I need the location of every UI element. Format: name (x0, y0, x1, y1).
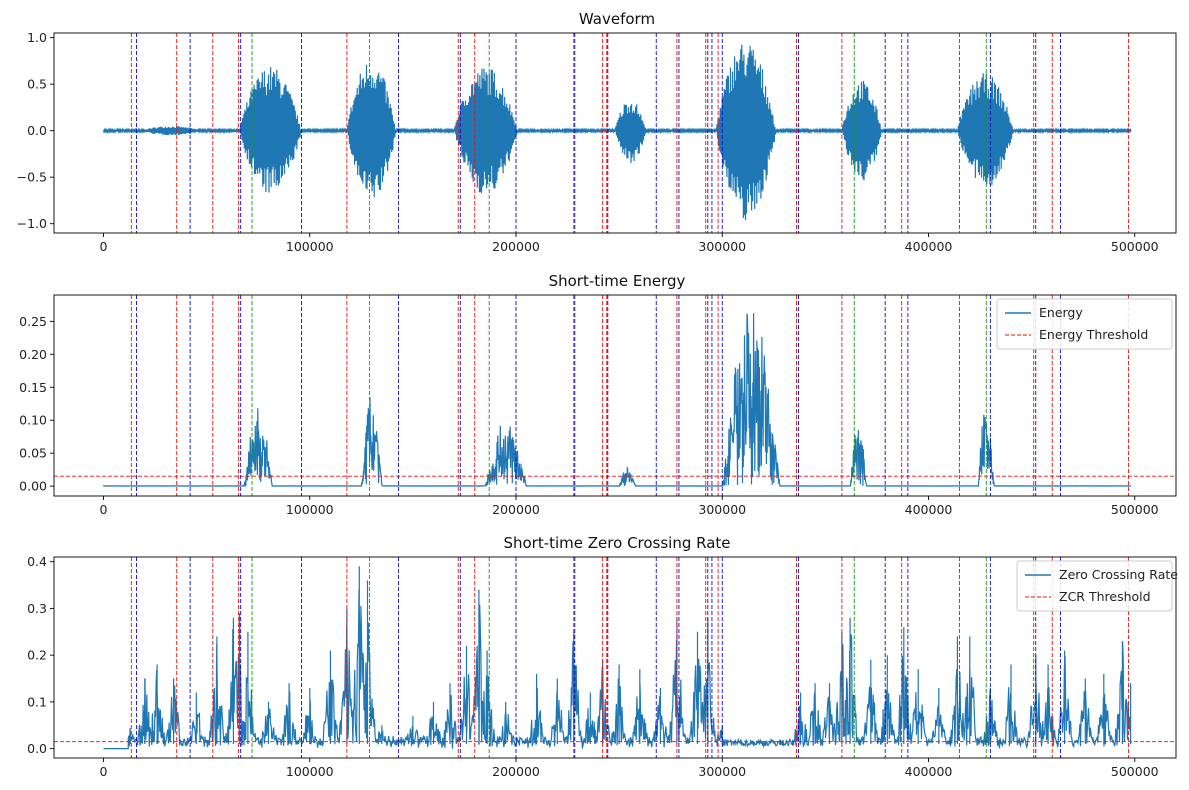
x-tick-label: 400000 (905, 502, 953, 517)
x-tick-label: 300000 (698, 502, 746, 517)
zcr-title: Short-time Zero Crossing Rate (503, 534, 730, 552)
x-tick-label: 300000 (698, 239, 746, 254)
y-tick-label: 0.10 (19, 413, 47, 428)
legend-label: Energy Threshold (1039, 327, 1148, 342)
y-tick-label: 0.05 (19, 446, 47, 461)
energy-title: Short-time Energy (549, 272, 686, 290)
x-tick-label: 500000 (1111, 502, 1159, 517)
y-tick-label: 0.00 (19, 479, 47, 494)
x-tick-label: 400000 (905, 239, 953, 254)
legend: Zero Crossing Rate ZCR Threshold (1016, 560, 1178, 612)
y-tick-label: 0.0 (27, 741, 47, 756)
x-tick-label: 200000 (492, 502, 540, 517)
x-tick-label: 300000 (698, 764, 746, 779)
x-tick-label: 500000 (1111, 764, 1159, 779)
plot-area (102, 33, 1132, 233)
y-tick-label: 0.4 (27, 554, 47, 569)
y-tick-label: 0.15 (19, 380, 47, 395)
legend-box (996, 298, 1173, 350)
energy-panel: Short-time Energy 0 100000 200000 300000 400… (19, 272, 1177, 517)
axes-frame (53, 556, 1177, 759)
x-tick-label: 400000 (905, 764, 953, 779)
y-tick-label: 1.0 (27, 30, 47, 45)
legend-label: Zero Crossing Rate (1059, 567, 1178, 582)
y-tick-label: 0.5 (27, 77, 47, 92)
y-tick-label: 0.2 (27, 648, 47, 663)
zcr-panel: Short-time Zero Crossing Rate 0 100000 200… (27, 534, 1178, 779)
waveform-panel: Waveform 0 100000 200000 300000 400000 500000… (17, 10, 1177, 254)
x-tick-label: 0 (100, 239, 108, 254)
energy-line (102, 313, 1132, 488)
x-tick-label: 200000 (492, 239, 540, 254)
plot-area (54, 557, 1176, 758)
axes-frame (53, 294, 1177, 497)
x-tick-label: 0 (100, 764, 108, 779)
y-tick-label: 0.1 (27, 694, 47, 709)
waveform-title: Waveform (579, 10, 655, 28)
x-tick-label: 0 (100, 502, 108, 517)
x-tick-label: 100000 (286, 239, 334, 254)
legend-label: ZCR Threshold (1059, 589, 1151, 604)
y-tick-label: 0.0 (27, 123, 47, 138)
axes-frame (53, 32, 1177, 234)
y-tick-label: −0.5 (17, 170, 47, 185)
legend: Energy Energy Threshold (996, 298, 1173, 350)
zcr-line (103, 566, 1132, 750)
x-tick-label: 500000 (1111, 239, 1159, 254)
x-tick-label: 100000 (286, 764, 334, 779)
legend-label: Energy (1039, 305, 1083, 320)
y-tick-label: 0.25 (19, 314, 47, 329)
legend-box (1016, 560, 1173, 612)
y-tick-label: 0.20 (19, 347, 47, 362)
y-tick-label: −1.0 (17, 216, 47, 231)
x-tick-label: 100000 (286, 502, 334, 517)
y-tick-label: 0.3 (27, 601, 47, 616)
waveform-line (102, 44, 1132, 221)
x-tick-label: 200000 (492, 764, 540, 779)
